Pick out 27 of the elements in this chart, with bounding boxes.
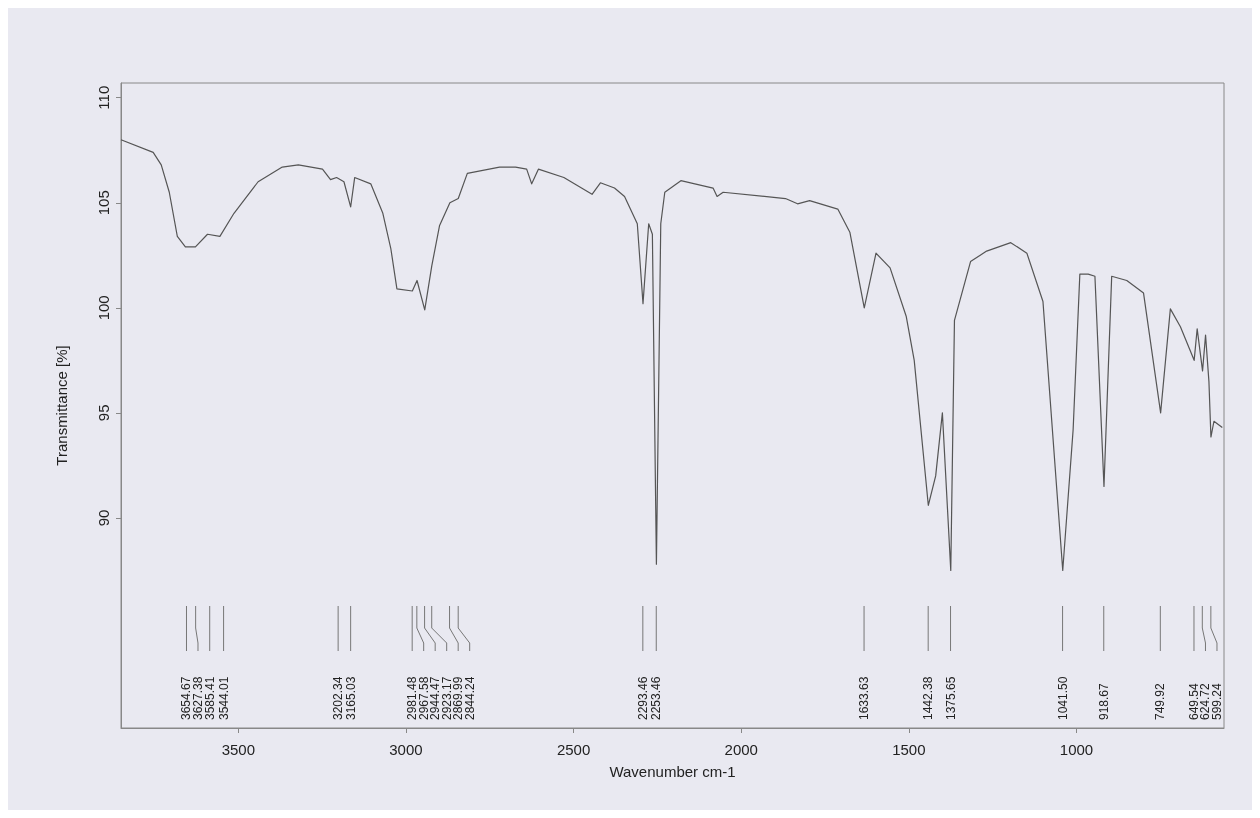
x-tick-label: 3000 [389, 741, 423, 758]
annotation: 2253.46 [649, 676, 664, 720]
line-series [120, 139, 1223, 572]
annotation: 649.54 [1186, 682, 1201, 720]
annotation: 918.67 [1096, 682, 1111, 720]
annotation: 749.92 [1153, 682, 1168, 720]
annotation: 1633.63 [857, 676, 872, 720]
x-axis-title: Wavenumber cm-1 [609, 763, 736, 780]
x-tick-label: 3500 [221, 741, 256, 758]
y-tick-label: 100 [95, 295, 112, 321]
x-tick-label: 2500 [556, 741, 591, 758]
y-tick-label: 110 [95, 85, 112, 110]
annotation: 3544.01 [216, 676, 231, 720]
y-tick-label: 95 [95, 404, 112, 422]
annotation: 2293.46 [635, 676, 650, 720]
annotation: 1375.65 [943, 676, 958, 720]
x-tick-label: 1500 [892, 741, 926, 758]
y-axis-title: Transmittance [%] [53, 345, 70, 466]
annotation: 3165.03 [343, 676, 358, 720]
y-tick-label: 105 [95, 190, 112, 216]
annotation: 1041.50 [1055, 676, 1070, 720]
annotation: 3585.41 [202, 676, 217, 720]
x-tick-label: 2000 [724, 741, 758, 758]
annotation: 1442.38 [921, 676, 936, 720]
annotation: 3202.34 [331, 676, 346, 720]
x-tick-label: 1000 [1059, 741, 1094, 758]
y-tick-label: 90 [95, 509, 112, 527]
